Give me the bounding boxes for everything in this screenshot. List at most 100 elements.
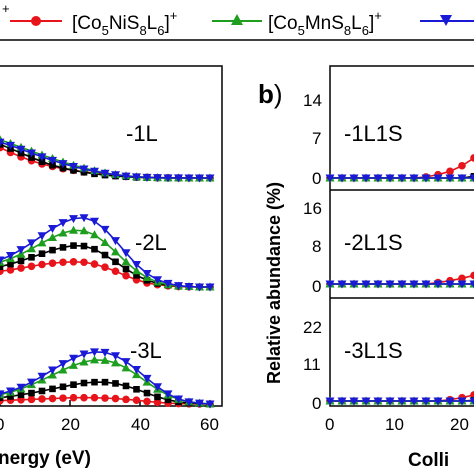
data-point-2L1S-blue <box>445 280 455 289</box>
data-point-3L-blue <box>79 350 89 359</box>
panel-b-ytick-label: 0 <box>312 277 321 296</box>
data-point-3L-red <box>38 395 46 403</box>
data-point-2L1S-red <box>458 274 466 283</box>
data-point-3L-black <box>70 381 77 388</box>
data-point-2L-blue <box>90 217 99 226</box>
data-point-2L-blue <box>100 225 110 234</box>
data-point-2L-blue <box>58 219 68 228</box>
panel-b-label-1l1s: -1L1S <box>344 121 403 146</box>
data-point-1L-black <box>49 161 56 169</box>
data-point-3L1S-blue <box>421 397 431 406</box>
data-point-2L-blue <box>27 239 36 248</box>
data-point-2L1S-blue <box>349 280 359 289</box>
panel-b-label-2l1s: -2L1S <box>344 230 403 255</box>
data-point-3L-red <box>69 393 78 402</box>
data-point-3L-black <box>59 383 67 391</box>
data-point-3L-red <box>111 394 120 403</box>
data-point-2L-green <box>79 226 89 235</box>
data-point-3L-blue <box>195 399 204 408</box>
data-point-2L-red <box>122 271 130 280</box>
data-point-2L-blue <box>0 256 5 265</box>
data-point-3L1S-blue <box>373 397 383 406</box>
data-point-2L-red <box>90 260 99 268</box>
data-point-2L-red <box>59 258 67 267</box>
data-point-3L1S-blue <box>469 397 474 406</box>
data-point-1L1S-blue <box>469 174 474 183</box>
data-point-1L1S-blue <box>409 174 419 183</box>
data-point-3L-green <box>48 370 57 379</box>
data-point-1L1S-red <box>458 161 466 170</box>
data-point-3L-blue <box>16 383 26 392</box>
data-point-3L-black <box>133 386 140 393</box>
data-point-2L-blue <box>121 249 131 258</box>
data-point-3L1S-blue <box>349 397 359 406</box>
panel-b-ytick-label: 16 <box>303 199 322 218</box>
data-point-2L1S-blue <box>373 280 383 289</box>
data-point-1L-blue <box>174 174 183 183</box>
data-point-3L1S-blue <box>433 397 443 406</box>
data-point-2L-black <box>59 244 67 251</box>
legend-marker-mn <box>231 14 243 25</box>
data-point-3L-blue <box>0 390 5 399</box>
panel-b-series <box>325 154 474 406</box>
data-point-1L-blue <box>111 171 120 180</box>
data-point-3L-black <box>17 391 25 399</box>
legend-marker-blue <box>440 15 452 26</box>
data-point-1L-blue <box>37 153 47 162</box>
panel-a-label-1l: -1L <box>126 121 158 146</box>
data-point-3L-blue <box>174 395 183 404</box>
data-point-3L-blue <box>69 354 78 363</box>
data-point-3L-red <box>143 397 151 406</box>
data-point-3L1S-blue <box>337 397 347 406</box>
data-point-1L1S-blue <box>337 174 347 183</box>
data-point-1L-blue <box>79 165 89 174</box>
data-point-2L-blue <box>132 261 141 269</box>
data-point-2L-black <box>38 250 46 257</box>
data-point-3L1S-blue <box>457 397 467 406</box>
data-point-1L-blue <box>6 141 15 150</box>
data-point-2L-blue <box>16 246 26 255</box>
data-point-2L1S-blue <box>397 280 407 289</box>
data-point-2L-red <box>101 263 109 272</box>
data-point-3L-red <box>101 394 109 402</box>
data-point-2L-green <box>48 233 57 241</box>
data-point-1L-blue <box>90 167 99 176</box>
panel-a-x-title: nergy (eV) <box>0 448 91 469</box>
legend: + [Co5NiS8L6]+ [Co5MnS8L6]+ <box>0 0 474 41</box>
data-point-3L-red <box>90 393 99 402</box>
panel-b-ytick-label: 14 <box>303 91 322 110</box>
data-point-3L-blue <box>90 348 99 357</box>
data-point-1L1S-blue <box>361 174 371 183</box>
data-point-3L-black <box>154 393 161 401</box>
data-point-3L-green <box>111 358 120 367</box>
data-point-2L-red <box>69 258 78 266</box>
data-point-1L-blue <box>142 173 152 182</box>
data-point-3L-blue <box>121 358 131 367</box>
data-point-3L-red <box>27 395 36 404</box>
panel-a-xtick-label: 60 <box>200 415 219 434</box>
data-point-2L-blue <box>174 282 183 291</box>
data-point-2L-red <box>38 260 46 269</box>
panel-b-ytick-label: 22 <box>303 318 322 337</box>
data-point-3L-black <box>101 378 109 386</box>
data-point-3L-green <box>79 357 89 366</box>
data-point-1L1S-blue <box>433 174 443 183</box>
data-point-3L-black <box>49 385 56 393</box>
data-point-3L-red <box>59 394 67 402</box>
data-point-2L-blue <box>205 283 215 292</box>
data-point-3L-blue <box>37 372 47 381</box>
data-point-3L-blue <box>153 383 162 392</box>
data-point-2L-red <box>17 264 25 272</box>
data-point-1L1S-red <box>470 154 474 162</box>
data-point-1L-blue <box>16 145 26 154</box>
data-point-2L1S-blue <box>409 280 419 289</box>
legend-marker-ni <box>31 16 41 26</box>
data-point-2L-green <box>58 228 68 237</box>
data-point-2L-blue <box>48 225 57 233</box>
data-point-3L-blue <box>132 366 141 375</box>
data-point-1L1S-blue <box>373 174 383 183</box>
data-point-2L-blue <box>163 279 173 288</box>
panel-a-xtick-label: 40 <box>131 415 150 434</box>
panel-b-x-title: Colli <box>408 450 449 471</box>
data-point-3L-black <box>7 393 14 400</box>
